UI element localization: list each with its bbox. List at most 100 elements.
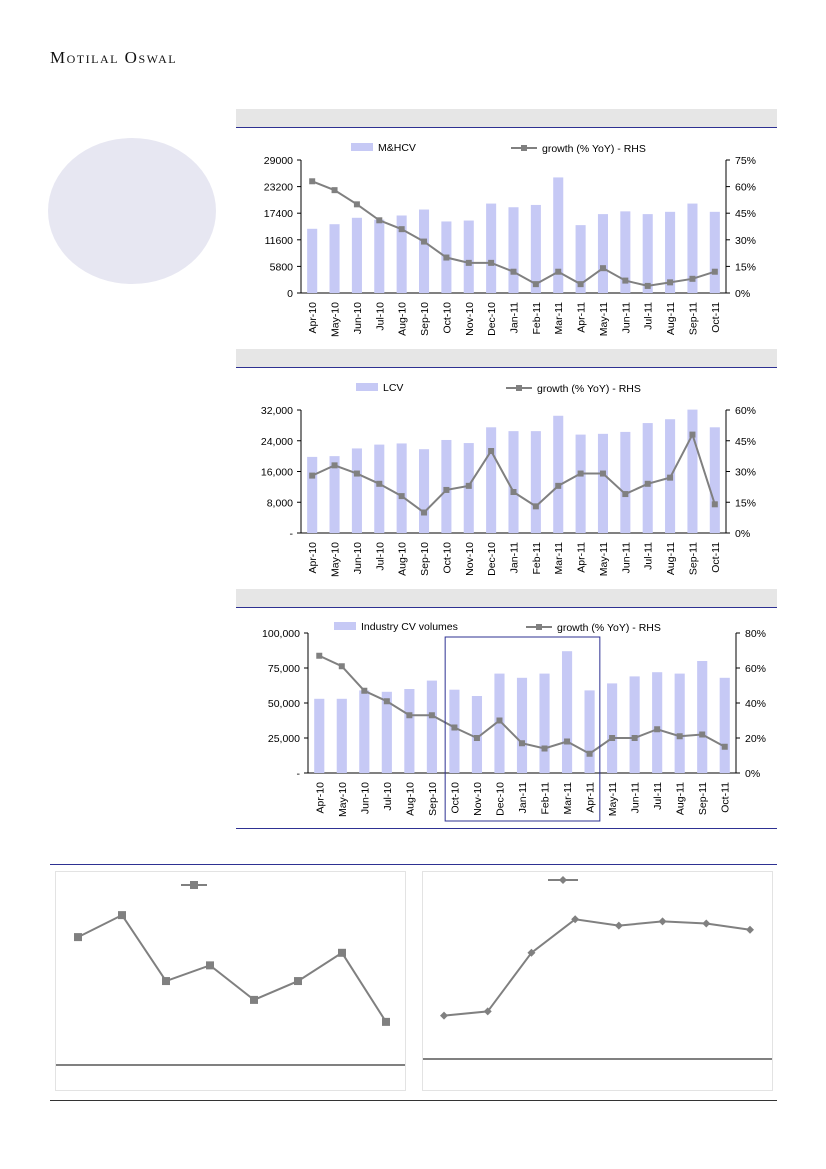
left-tick-label: 11600: [265, 235, 294, 247]
bar: [329, 224, 340, 293]
bar: [351, 217, 362, 293]
left-tick-label: -: [297, 768, 301, 780]
legend-marker: [190, 881, 198, 889]
x-tick-label: Sep-10: [419, 302, 431, 336]
growth-point: [376, 217, 383, 224]
decorative-blob: [48, 138, 216, 284]
right-tick-label: 60%: [735, 405, 756, 417]
series-line: [77, 913, 387, 1023]
growth-point: [353, 470, 360, 477]
x-tick-label: May-10: [330, 302, 342, 337]
growth-point: [398, 226, 405, 233]
series-point: [74, 933, 82, 942]
left-tick-label: 5800: [270, 261, 294, 273]
x-tick-label: Jan-11: [517, 782, 529, 813]
x-tick-label: Feb-11: [531, 302, 543, 335]
chart2-header-band: [236, 349, 777, 368]
growth-point: [465, 259, 472, 266]
growth-point: [622, 491, 629, 498]
growth-point: [711, 501, 718, 508]
series-point: [294, 977, 302, 986]
bar: [374, 444, 385, 533]
x-tick-label: Apr-10: [307, 302, 319, 334]
x-tick-label: Sep-10: [427, 782, 439, 816]
right-tick-label: 0%: [735, 528, 750, 540]
growth-point: [496, 717, 503, 724]
x-tick-label: Mar-11: [562, 782, 574, 815]
x-tick-label: Aug-10: [404, 782, 416, 816]
highlight-box: [444, 636, 601, 822]
bar: [396, 443, 407, 533]
bar: [553, 415, 564, 533]
right-tick-label: 60%: [735, 182, 756, 194]
bar: [553, 177, 564, 293]
x-tick-label: Jun-11: [620, 542, 632, 573]
left-tick-label: 16,000: [261, 467, 293, 479]
left-tick-label: 25,000: [268, 733, 300, 745]
growth-point: [676, 733, 683, 740]
x-tick-label: Aug-11: [665, 302, 677, 335]
bar: [381, 691, 392, 773]
right-tick-label: 75%: [735, 155, 756, 167]
bar: [620, 431, 631, 533]
bar: [418, 209, 430, 293]
x-tick-label: Jan-11: [509, 302, 521, 333]
growth-point: [406, 712, 413, 719]
x-tick-label: Jul-11: [643, 302, 655, 330]
growth-point: [667, 279, 674, 286]
growth-point: [667, 474, 674, 481]
growth-point: [577, 281, 584, 288]
x-tick-label: Oct-10: [441, 542, 453, 574]
x-tick-label: Aug-10: [397, 542, 409, 576]
right-tick-label: 0%: [745, 768, 760, 780]
growth-point: [532, 281, 539, 288]
bar: [597, 433, 609, 533]
growth-point: [473, 735, 480, 741]
right-tick-label: 30%: [735, 467, 756, 479]
bar: [471, 696, 483, 773]
growth-point: [599, 265, 606, 272]
x-tick-label: Jun-10: [352, 302, 364, 334]
legend-line-label: growth (% YoY) - RHS: [542, 143, 646, 155]
bar: [674, 673, 685, 773]
right-tick-label: 30%: [735, 235, 756, 247]
growth-point: [443, 254, 450, 261]
growth-point: [376, 480, 383, 487]
left-tick-label: 75,000: [268, 663, 300, 675]
series-point: [527, 948, 536, 957]
growth-point: [338, 663, 345, 670]
growth-point: [510, 268, 517, 275]
brand-logo: Motilal Oswal: [50, 48, 178, 67]
right-tick-label: 15%: [735, 497, 756, 509]
growth-point: [316, 652, 323, 659]
x-tick-label: Sep-10: [419, 542, 431, 576]
chart-bottom-right: [423, 876, 772, 1060]
bar: [575, 225, 586, 293]
left-tick-label: 17400: [264, 208, 293, 220]
x-tick-label: May-11: [607, 782, 619, 816]
bar: [665, 211, 676, 293]
x-tick-label: May-11: [598, 542, 610, 576]
left-tick-label: 50,000: [268, 698, 300, 710]
series-line: [443, 918, 751, 1017]
x-tick-label: Jun-10: [352, 542, 364, 574]
bar: [642, 423, 653, 533]
growth-point: [689, 275, 696, 282]
chart1-header-band: [236, 109, 777, 128]
bar: [575, 434, 586, 533]
series-point: [658, 917, 667, 926]
x-tick-label: Apr-10: [307, 542, 319, 574]
x-tick-label: Nov-10: [472, 782, 484, 816]
right-tick-label: 15%: [735, 261, 756, 273]
bar: [418, 449, 430, 533]
x-tick-label: Sep-11: [697, 782, 709, 815]
growth-point: [383, 698, 390, 705]
x-tick-label: Oct-10: [449, 782, 461, 814]
bar: [607, 683, 618, 773]
growth-point: [361, 687, 368, 694]
bar: [508, 207, 519, 293]
x-tick-label: Mar-11: [553, 542, 565, 575]
x-tick-label: Dec-10: [486, 542, 498, 576]
growth-point: [519, 740, 525, 747]
growth-point: [631, 735, 638, 741]
